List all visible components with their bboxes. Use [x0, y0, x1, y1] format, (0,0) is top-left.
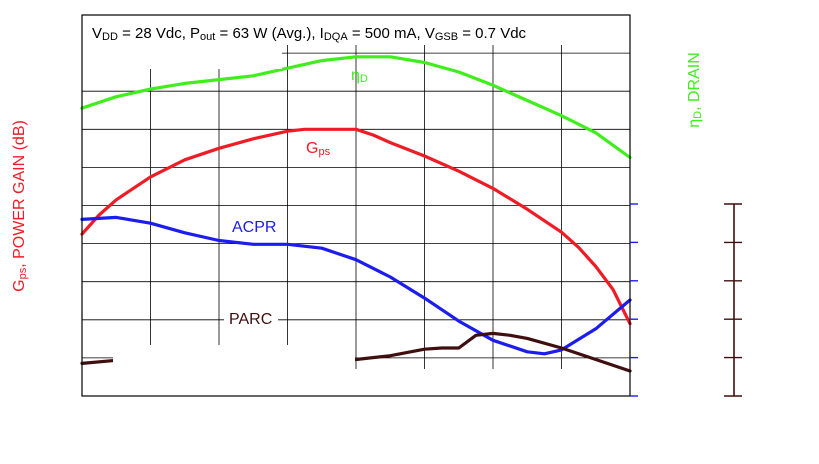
text-part: D	[692, 111, 704, 119]
conditions-line-1: VDD = 28 Vdc, Pout = 63 W (Avg.), IDQA =…	[92, 25, 527, 43]
series-label-acpr: ACPR	[232, 219, 276, 236]
text-part: ps	[318, 146, 330, 158]
text-part: = 500 mA, V	[348, 25, 435, 42]
efficiency-axis: ηD, DRAIN	[686, 52, 704, 128]
text-part: PARC	[229, 311, 272, 328]
acpr-axis	[630, 203, 638, 397]
text-part: η	[686, 119, 703, 128]
text-part: η	[351, 67, 360, 84]
series-labels: Gps ηD ACPR PARC	[224, 67, 368, 330]
signal-bg	[113, 369, 563, 396]
conditions-bg-1	[82, 15, 631, 45]
series-label-parc: PARC	[229, 311, 272, 328]
text-part: = 63 W (Avg.), I	[215, 25, 324, 42]
series-line-acpr	[80, 215, 632, 356]
series-label-efficiency: ηD	[351, 67, 368, 85]
gain-axis: Gps, POWER GAIN (dB)	[11, 120, 29, 292]
series-line-efficiency	[80, 55, 632, 160]
text-part: , DRAIN	[686, 52, 703, 111]
bandwidth-bg	[113, 345, 355, 369]
series-label-gain: Gps	[306, 140, 331, 158]
text-part: out	[200, 31, 215, 43]
series-line-gain	[80, 127, 632, 326]
text-part: GSB	[435, 31, 458, 43]
text-part: ACPR	[232, 219, 276, 236]
text-part: V	[92, 25, 102, 42]
text-part: G	[306, 140, 318, 157]
text-part: , POWER GAIN (dB)	[11, 120, 28, 268]
text-part: = 28 Vdc, P	[118, 25, 200, 42]
series-lines	[80, 55, 632, 373]
text-part: DQA	[324, 31, 349, 43]
text-part: ps	[17, 267, 29, 279]
text-part: D	[360, 73, 368, 85]
conditions-bg-2	[82, 45, 282, 69]
plot-frame	[81, 14, 631, 397]
efficiency-axis-label-1: ηD, DRAIN	[686, 52, 704, 128]
annotations: VDD = 28 Vdc, Pout = 63 W (Avg.), IDQA =…	[82, 15, 631, 396]
parc-axis	[724, 203, 742, 397]
parc-label-bg	[224, 308, 278, 330]
gain-axis-label: Gps, POWER GAIN (dB)	[11, 120, 29, 292]
text-part: DD	[102, 31, 118, 43]
text-part: = 0.7 Vdc	[458, 25, 526, 42]
text-part: G	[11, 279, 28, 291]
